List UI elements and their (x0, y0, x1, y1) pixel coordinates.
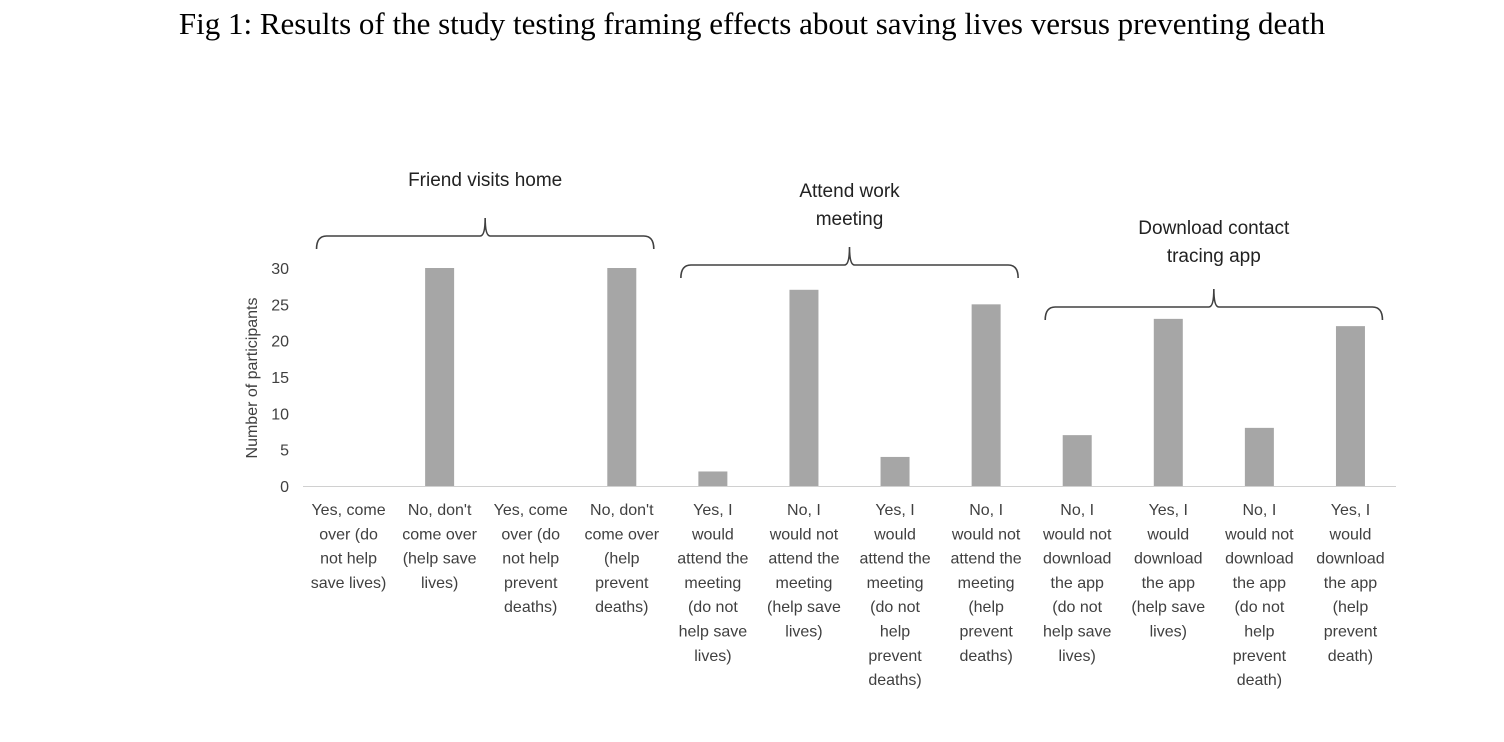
bar (1062, 435, 1092, 486)
bar (425, 268, 455, 486)
y-tick-label: 5 (280, 443, 289, 460)
bar (698, 471, 728, 486)
bar (1335, 326, 1365, 486)
group-brace (680, 246, 1019, 279)
x-tick-label: Yes, come over (do not help prevent deaths) (494, 502, 568, 616)
bar (971, 304, 1001, 486)
bar (607, 268, 637, 486)
bar (880, 456, 910, 486)
bars (425, 268, 1365, 486)
bar (1153, 318, 1183, 486)
y-tick-label: 15 (271, 370, 289, 387)
group-braces: Friend visits home Attend work meeting Down… (315, 170, 1384, 321)
figure-title: Fig 1: Results of the study testing fram… (178, 6, 1326, 41)
group-label: Download contact tracing app (1138, 218, 1290, 267)
group-brace (315, 217, 655, 250)
y-tick-label: 30 (271, 261, 289, 278)
y-tick-label: 0 (280, 479, 289, 496)
y-axis-label: Number of participants (244, 298, 261, 459)
y-tick-labels: 0 5 10 15 20 25 30 (271, 261, 289, 496)
x-tick-label: No, don't come over (help prevent deaths) (584, 502, 659, 616)
group-label: Friend visits home (408, 170, 562, 191)
bar (789, 289, 819, 486)
group-brace (1044, 288, 1384, 321)
x-tick-label: Yes, come over (do not help save lives) (311, 502, 387, 592)
x-tick-label: No, don't come over (help save lives) (402, 502, 477, 592)
x-tick-labels: Yes, come over (do not help save lives)No, … (311, 502, 1385, 689)
bar (1244, 427, 1274, 486)
y-tick-label: 10 (271, 406, 289, 423)
y-tick-label: 25 (271, 297, 289, 314)
y-tick-label: 20 (271, 334, 289, 351)
group-label: Attend work meeting (799, 181, 900, 230)
